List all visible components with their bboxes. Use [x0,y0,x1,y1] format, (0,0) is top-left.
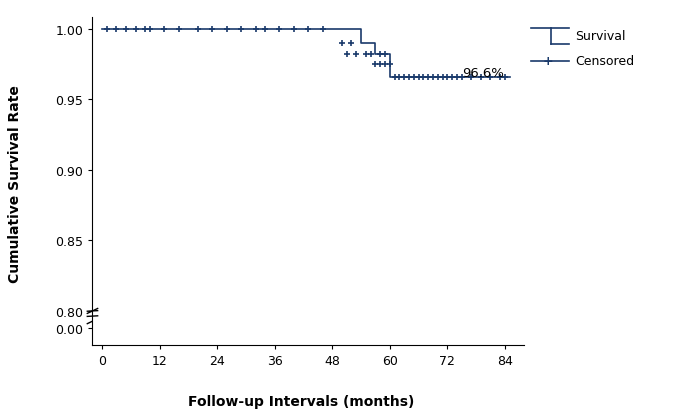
Text: Follow-up Intervals (months): Follow-up Intervals (months) [188,394,414,408]
Text: Cumulative Survival Rate: Cumulative Survival Rate [8,85,22,283]
Text: 96.6%: 96.6% [462,67,503,80]
Text: Censored: Censored [575,55,634,68]
Text: Survival: Survival [575,30,626,43]
Text: +: + [543,55,553,68]
